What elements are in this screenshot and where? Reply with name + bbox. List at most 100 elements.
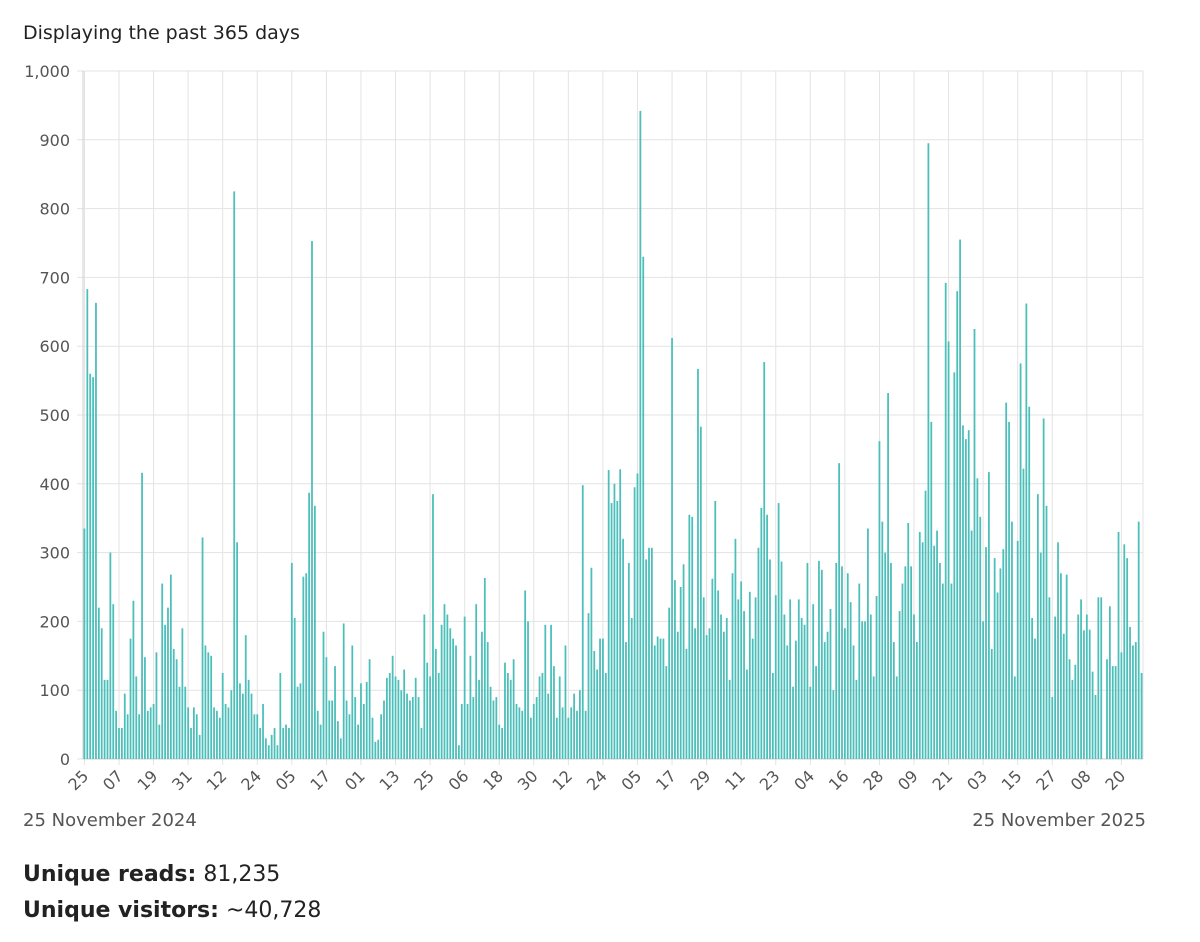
bar [371,717,374,759]
bar [397,679,400,759]
bar [475,604,478,759]
bar [411,697,414,759]
bar [1132,645,1134,759]
bar [1028,406,1031,759]
bar [757,547,760,759]
bar [541,673,544,759]
bar [391,655,394,759]
bar [463,616,466,759]
bar [887,392,889,759]
chart-subtitle: Displaying the past 365 days [23,22,300,44]
bar [740,581,743,759]
bar [1140,673,1143,759]
x-tick-label: 23 [756,766,784,794]
bar [875,595,878,759]
x-tick-label: 06 [445,766,473,794]
bar [92,377,94,759]
bar [878,441,881,759]
bar [282,728,285,759]
bar [748,591,751,759]
bar [913,614,915,759]
bar [498,724,501,759]
bar [126,714,129,759]
x-tick-label: 16 [825,766,853,794]
bar [668,607,671,759]
bar [904,566,907,759]
bar [846,573,849,759]
x-tick-label: 30 [514,766,542,794]
bar [423,614,426,759]
bar [881,521,884,759]
bar [262,703,264,759]
bar [1031,617,1033,759]
bar [553,666,555,759]
bar [1077,614,1080,759]
bar [247,679,250,759]
bar [106,679,109,759]
bar [723,631,725,759]
bar [898,611,901,759]
bar [509,679,512,759]
bar [328,700,331,759]
bar [573,693,576,759]
bar [1108,606,1111,759]
y-tick-label: 300 [39,544,70,563]
bar [1016,540,1019,759]
bar [1114,666,1117,759]
bar [334,666,336,759]
bar [939,562,941,759]
bar [308,492,311,759]
bar [1074,664,1077,759]
bar [936,530,938,759]
range-end-date: 25 November 2025 [972,810,1146,831]
bar [676,631,679,759]
bar [276,745,279,759]
bar [982,621,985,759]
bar [530,717,532,759]
bar [256,714,259,759]
bar [1117,531,1120,759]
bar [783,614,786,759]
bar [86,289,89,759]
bar [792,686,794,759]
bar [1062,633,1065,759]
bar [437,673,440,759]
bar [645,559,648,759]
x-tick-label: 11 [721,766,749,794]
bar [1137,521,1140,759]
bar [702,597,705,759]
bar [754,597,757,759]
bar [1126,558,1129,759]
bar [1045,505,1048,759]
bar [83,528,86,759]
bar [774,595,777,759]
bar [627,562,630,759]
bar [1048,597,1051,759]
bar [218,717,221,759]
bar [550,624,552,759]
bar [659,638,662,759]
bar [728,679,731,759]
bar [890,562,892,759]
bar [293,617,296,759]
bar [694,628,696,759]
bar [417,697,420,759]
bar [486,642,489,759]
bar [1054,616,1057,759]
x-tick-label: 17 [306,766,334,794]
bar [524,590,527,759]
bar [535,697,538,759]
bar [717,590,720,759]
bar [616,501,619,759]
bar [967,430,970,759]
bar [501,728,503,759]
bar [515,703,518,759]
bar [682,564,685,759]
bar [368,659,371,759]
bar [253,714,256,759]
bar [835,562,838,759]
bar [250,693,253,759]
bar [161,583,164,759]
bar [201,537,204,759]
